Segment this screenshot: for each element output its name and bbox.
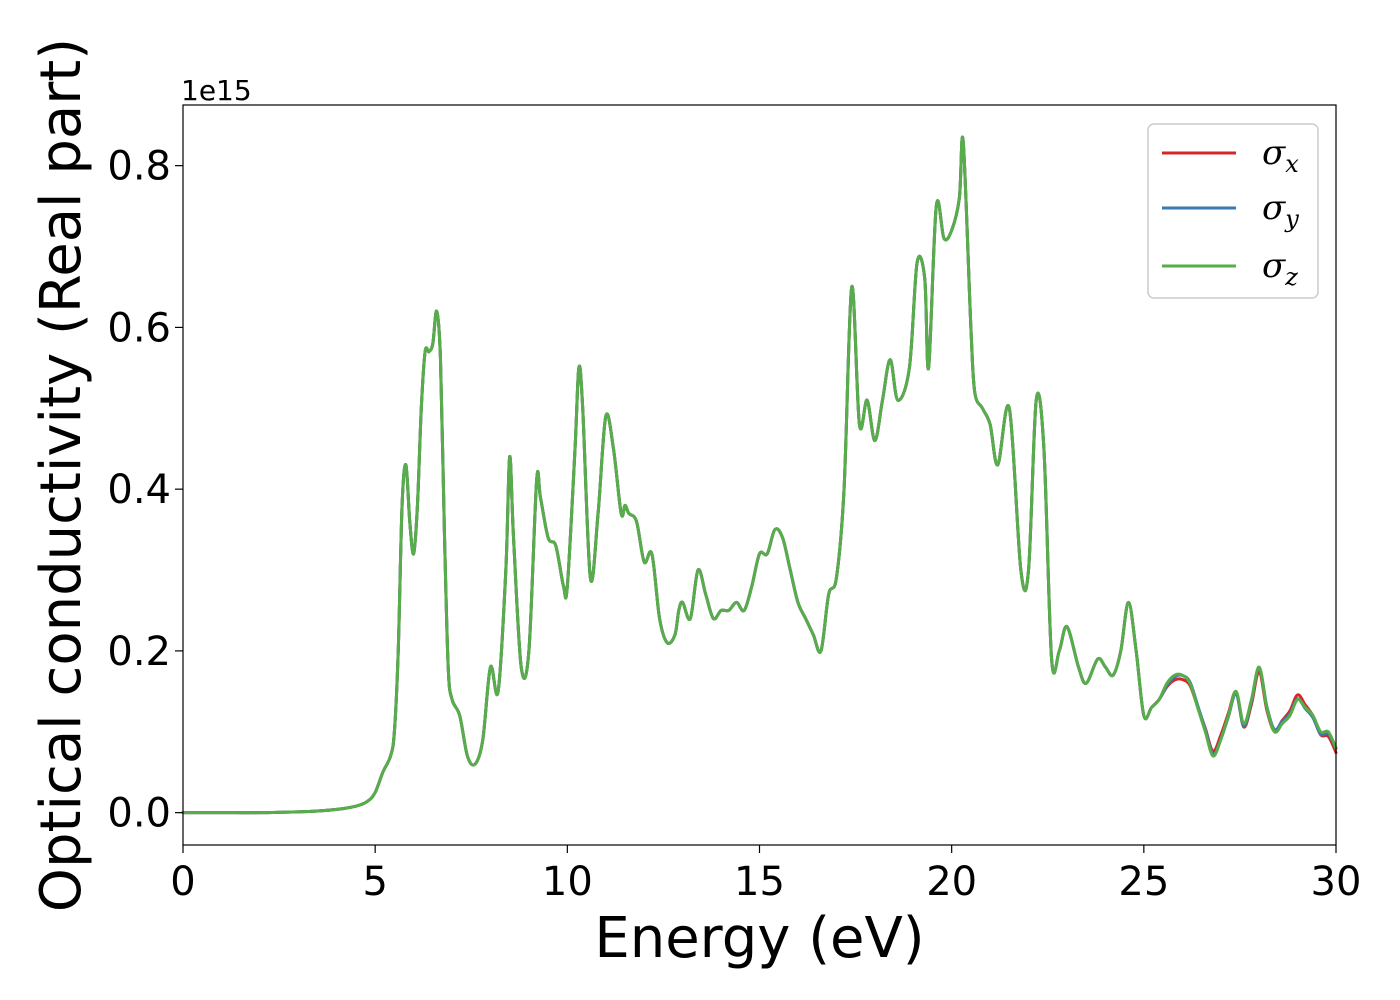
x-tick-label: 0 (170, 859, 195, 905)
legend-label-z: σz (1262, 246, 1298, 291)
x-tick-label: 25 (1118, 859, 1169, 905)
legend-label-base: σ (1262, 188, 1286, 228)
legend-frame (1147, 123, 1319, 299)
series-layer (181, 135, 1338, 815)
legend-label-subscript: y (1284, 205, 1299, 233)
legend-label-base: σ (1262, 133, 1286, 173)
legend-label-base: σ (1262, 246, 1286, 286)
x-tick-label: 20 (926, 859, 977, 905)
y-tick-label: 0.2 (107, 629, 171, 675)
series-line-z (181, 135, 1338, 815)
x-tick-label: 10 (542, 859, 593, 905)
x-tick-label: 30 (1311, 859, 1362, 905)
legend-label-subscript: x (1285, 150, 1299, 178)
y-tick-label: 0.0 (107, 791, 171, 837)
x-tick-label: 5 (362, 859, 387, 905)
y-axis-label: Optical conductivity (Real part) (29, 38, 94, 912)
y-tick-label: 0.8 (107, 144, 171, 190)
legend-label-y: σy (1262, 188, 1299, 233)
y-offset-label: 1e15 (181, 74, 252, 107)
legend-label-subscript: z (1284, 263, 1298, 291)
y-tick-label: 0.6 (107, 305, 171, 351)
x-axis-ticks: 0 5 10 15 20 25 30 (170, 845, 1361, 905)
y-tick-label: 0.4 (107, 467, 171, 513)
x-axis-label: Energy (eV) (594, 906, 924, 971)
y-axis-ticks: 0.0 0.2 0.4 0.6 0.8 (107, 144, 183, 837)
plot-background (183, 105, 1336, 845)
x-tick-label: 15 (734, 859, 785, 905)
legend-label-x: σx (1262, 133, 1299, 178)
